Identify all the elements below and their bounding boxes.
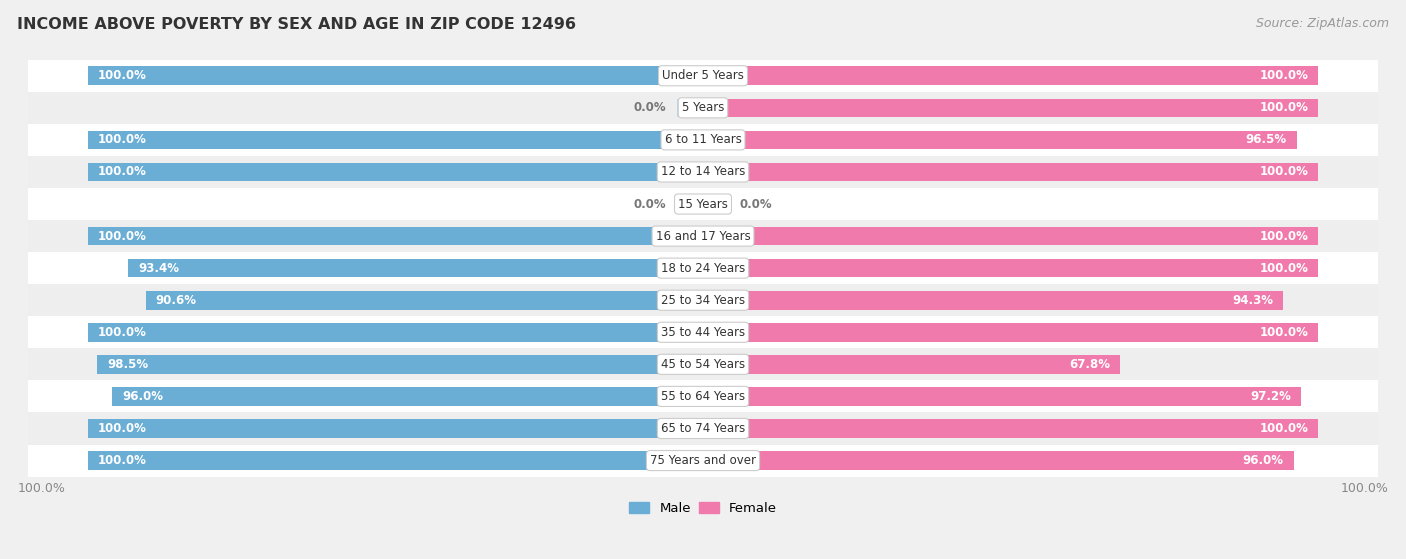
Text: 100.0%: 100.0% <box>97 422 146 435</box>
Text: 100.0%: 100.0% <box>1260 262 1309 274</box>
Text: 96.0%: 96.0% <box>1243 454 1284 467</box>
Text: 100.0%: 100.0% <box>97 326 146 339</box>
Text: 100.0%: 100.0% <box>97 134 146 146</box>
Text: 6 to 11 Years: 6 to 11 Years <box>665 134 741 146</box>
Bar <box>28 284 1378 316</box>
Bar <box>28 60 1378 92</box>
Bar <box>703 98 1319 117</box>
Text: 100.0%: 100.0% <box>1260 422 1309 435</box>
Text: Source: ZipAtlas.com: Source: ZipAtlas.com <box>1256 17 1389 30</box>
Legend: Male, Female: Male, Female <box>624 496 782 520</box>
Bar <box>703 387 1301 406</box>
Text: 96.5%: 96.5% <box>1246 134 1286 146</box>
Bar <box>676 195 703 214</box>
Bar <box>28 413 1378 444</box>
Bar <box>87 131 703 149</box>
Bar <box>28 316 1378 348</box>
Text: INCOME ABOVE POVERTY BY SEX AND AGE IN ZIP CODE 12496: INCOME ABOVE POVERTY BY SEX AND AGE IN Z… <box>17 17 576 32</box>
Text: 5 Years: 5 Years <box>682 101 724 115</box>
Text: 18 to 24 Years: 18 to 24 Years <box>661 262 745 274</box>
Text: 35 to 44 Years: 35 to 44 Years <box>661 326 745 339</box>
Bar <box>87 323 703 342</box>
Text: 15 Years: 15 Years <box>678 197 728 211</box>
Bar <box>128 259 703 277</box>
Text: 0.0%: 0.0% <box>634 197 666 211</box>
Text: 0.0%: 0.0% <box>634 101 666 115</box>
Text: 100.0%: 100.0% <box>1260 326 1309 339</box>
Text: 100.0%: 100.0% <box>1260 69 1309 82</box>
Bar <box>703 451 1294 470</box>
Text: 67.8%: 67.8% <box>1069 358 1111 371</box>
Bar <box>87 227 703 245</box>
Text: 100.0%: 100.0% <box>1260 101 1309 115</box>
Bar <box>703 291 1284 310</box>
Text: 45 to 54 Years: 45 to 54 Years <box>661 358 745 371</box>
Bar <box>28 220 1378 252</box>
Text: 100.0%: 100.0% <box>97 69 146 82</box>
Bar <box>112 387 703 406</box>
Bar <box>28 156 1378 188</box>
Bar <box>28 444 1378 477</box>
Bar <box>28 124 1378 156</box>
Text: Under 5 Years: Under 5 Years <box>662 69 744 82</box>
Bar <box>97 355 703 373</box>
Text: 96.0%: 96.0% <box>122 390 163 403</box>
Text: 12 to 14 Years: 12 to 14 Years <box>661 165 745 178</box>
Bar <box>28 252 1378 284</box>
Text: 25 to 34 Years: 25 to 34 Years <box>661 293 745 307</box>
Text: 100.0%: 100.0% <box>97 454 146 467</box>
Text: 93.4%: 93.4% <box>138 262 180 274</box>
Text: 100.0%: 100.0% <box>97 165 146 178</box>
Text: 97.2%: 97.2% <box>1250 390 1291 403</box>
Text: 90.6%: 90.6% <box>156 293 197 307</box>
Text: 100.0%: 100.0% <box>97 230 146 243</box>
Text: 98.5%: 98.5% <box>107 358 148 371</box>
Bar <box>703 259 1319 277</box>
Bar <box>676 98 703 117</box>
Text: 100.0%: 100.0% <box>1260 165 1309 178</box>
Bar <box>28 348 1378 380</box>
Bar <box>703 163 1319 181</box>
Bar <box>28 380 1378 413</box>
Bar <box>703 67 1319 85</box>
Bar <box>703 323 1319 342</box>
Text: 16 and 17 Years: 16 and 17 Years <box>655 230 751 243</box>
Text: 55 to 64 Years: 55 to 64 Years <box>661 390 745 403</box>
Bar <box>87 163 703 181</box>
Bar <box>703 355 1121 373</box>
Text: 0.0%: 0.0% <box>740 197 772 211</box>
Bar <box>703 131 1296 149</box>
Bar <box>146 291 703 310</box>
Bar <box>28 188 1378 220</box>
Bar <box>703 419 1319 438</box>
Bar <box>703 227 1319 245</box>
Bar <box>87 451 703 470</box>
Text: 65 to 74 Years: 65 to 74 Years <box>661 422 745 435</box>
Bar <box>87 67 703 85</box>
Text: 100.0%: 100.0% <box>1260 230 1309 243</box>
Bar <box>87 419 703 438</box>
Text: 94.3%: 94.3% <box>1232 293 1274 307</box>
Text: 75 Years and over: 75 Years and over <box>650 454 756 467</box>
Bar <box>28 92 1378 124</box>
Bar <box>703 195 730 214</box>
